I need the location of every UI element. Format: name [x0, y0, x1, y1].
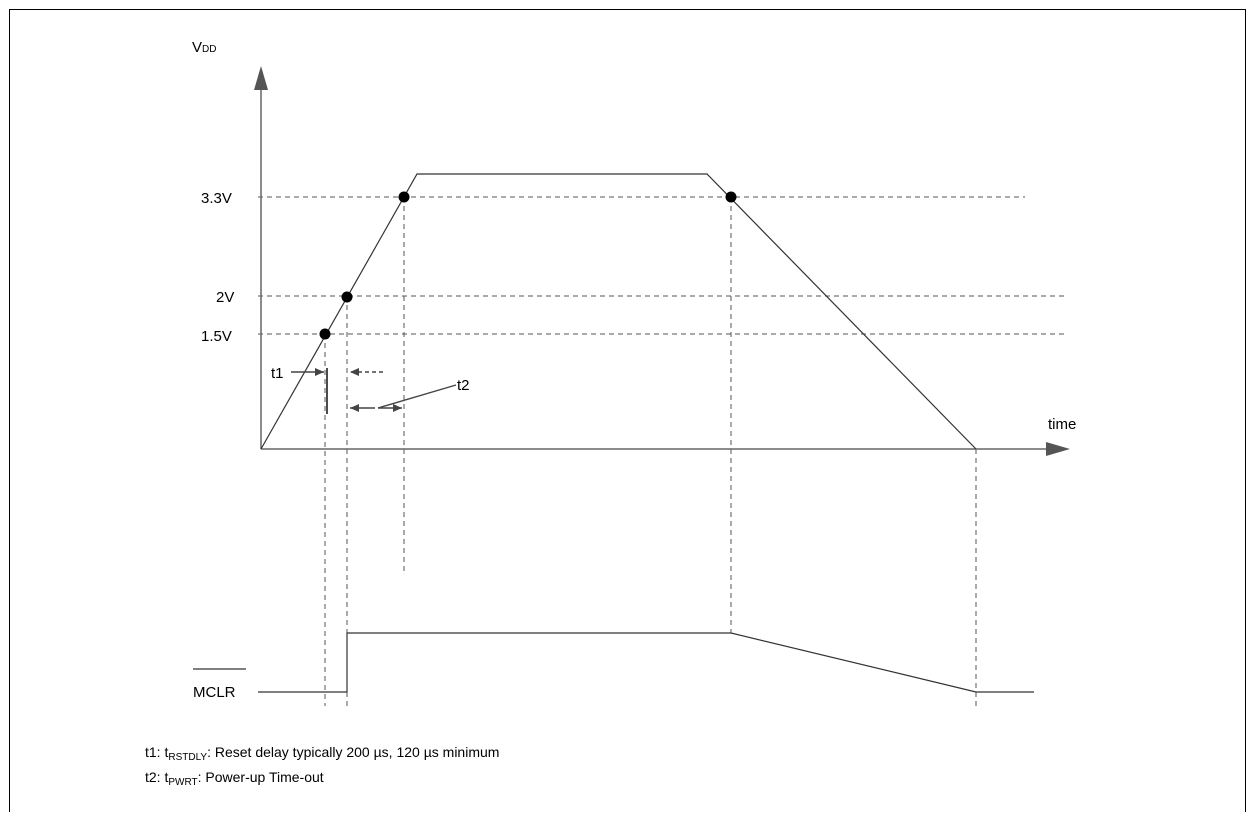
- y-axis-label: VDD: [192, 39, 216, 56]
- t2-leader: [377, 384, 457, 409]
- point-3v3-fall: [725, 191, 737, 203]
- y-axis-arrow-icon: [254, 66, 268, 90]
- x-axis-label: time: [1048, 416, 1076, 433]
- note-t2: t2: tPWRT: Power-up Time-out: [145, 769, 324, 788]
- label-2v: 2V: [216, 289, 234, 306]
- point-1v5: [319, 328, 331, 340]
- x-axis-arrow-icon: [1046, 442, 1070, 456]
- label-mclr: MCLR: [193, 684, 236, 701]
- vdd-waveform: [260, 173, 977, 450]
- point-2v: [341, 291, 353, 303]
- label-t1: t1: [271, 365, 284, 382]
- mclr-waveform: [258, 632, 1034, 693]
- label-t2: t2: [457, 377, 470, 394]
- point-3v3-rise: [398, 191, 410, 203]
- diagram-frame: [9, 9, 1246, 812]
- note-t1: t1: tRSTDLY: Reset delay typically 200 µ…: [145, 744, 499, 763]
- label-3v3: 3.3V: [201, 190, 232, 207]
- label-1v5: 1.5V: [201, 328, 232, 345]
